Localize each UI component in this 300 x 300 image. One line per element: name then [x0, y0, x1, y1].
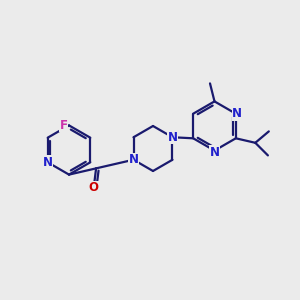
Text: N: N — [232, 107, 242, 120]
Text: N: N — [209, 146, 220, 159]
Text: N: N — [43, 156, 53, 169]
Text: N: N — [128, 153, 139, 166]
Text: O: O — [89, 182, 99, 194]
Text: N: N — [167, 131, 178, 144]
Text: F: F — [60, 119, 68, 132]
